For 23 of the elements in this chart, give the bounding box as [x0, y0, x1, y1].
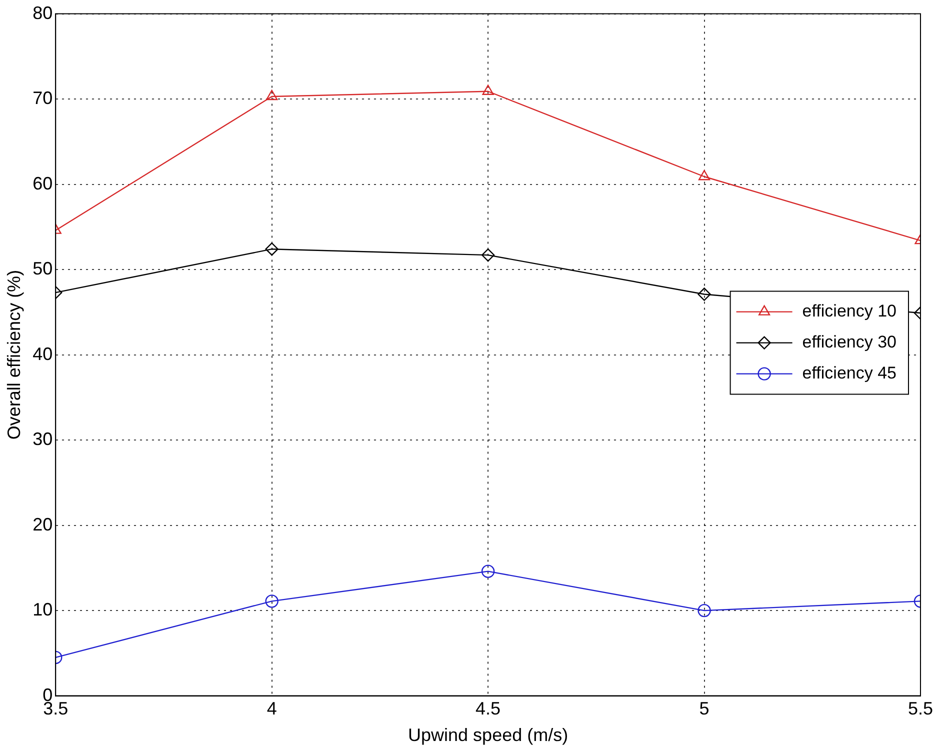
point: [482, 84, 494, 95]
x-axis-title: Upwind speed (m/s): [408, 725, 568, 746]
legend-label: efficiency 10: [802, 301, 897, 320]
x-tick-label: 4.5: [476, 698, 501, 719]
point: [265, 594, 278, 608]
y-tick-label: 70: [32, 88, 53, 108]
point: [265, 242, 278, 256]
y-tick-label: 50: [32, 258, 53, 279]
y-tick-label: 40: [32, 344, 53, 364]
y-axis-title: Overall efficiency (%): [4, 270, 24, 440]
legend-label: efficiency 30: [802, 332, 897, 352]
x-tick-label: 5.5: [908, 698, 934, 719]
x-tick-label: 4: [266, 698, 277, 719]
y-tick-label: 10: [32, 600, 53, 620]
x-tick-label: 5: [699, 698, 710, 719]
y-tick-label: 60: [32, 173, 53, 194]
y-tick-label: 30: [32, 429, 53, 450]
point: [481, 248, 495, 262]
legend-label: efficiency 45: [802, 363, 897, 382]
y-tick-label: 20: [32, 514, 53, 534]
y-tick-label: 80: [32, 2, 53, 23]
point: [266, 90, 278, 100]
point: [481, 564, 495, 578]
